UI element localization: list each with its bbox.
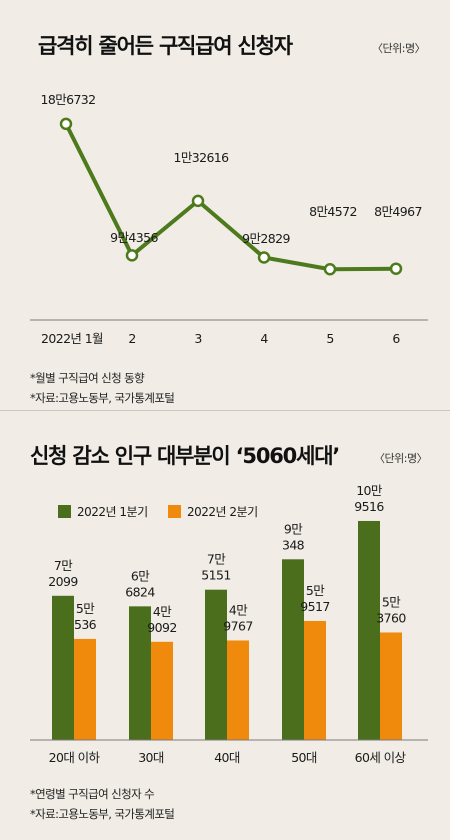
x-tick-label: 20대 이하 — [49, 750, 101, 765]
chart2-unit: 〈단위:명〉 — [374, 452, 428, 465]
data-label: 9만2829 — [242, 231, 290, 246]
x-tick-label: 3 — [194, 331, 201, 346]
x-tick-label: 4 — [260, 331, 268, 346]
chart1-notes: *월별 구직급여 신청 동향 *자료:고용노동부, 국가통계포털 — [30, 368, 175, 408]
bar — [380, 632, 402, 740]
bar — [227, 640, 249, 740]
bar — [151, 641, 173, 740]
x-tick-label: 6 — [392, 331, 400, 346]
legend-item-q1: 2022년 1분기 — [58, 503, 148, 520]
data-label: 7만 — [54, 558, 73, 573]
data-point — [59, 117, 73, 131]
data-label: 5만 — [382, 594, 401, 609]
x-tick-label: 5 — [326, 331, 333, 346]
data-label: 9516 — [354, 499, 384, 514]
chart2-note-2: *자료:고용노동부, 국가통계포털 — [30, 807, 175, 821]
data-label: 348 — [282, 537, 305, 552]
data-label: 8만4967 — [374, 204, 422, 219]
data-label: 536 — [74, 617, 97, 632]
data-label: 9만 — [284, 521, 303, 536]
chart1-title: 급격히 줄어든 구직급여 신청자 — [38, 34, 293, 58]
bar — [282, 559, 304, 740]
data-label: 9517 — [300, 599, 329, 614]
chart2-notes: *연령별 구직급여 신청자 수 *자료:고용노동부, 국가통계포털 — [30, 784, 175, 824]
data-label: 3760 — [376, 610, 406, 625]
data-label: 9092 — [147, 620, 176, 635]
x-tick-label: 30대 — [138, 750, 164, 765]
series-line — [64, 122, 397, 272]
legend-item-q2: 2022년 2분기 — [168, 503, 258, 520]
data-label: 9만4356 — [110, 230, 158, 245]
data-label: 5만 — [76, 601, 95, 616]
x-tick-label: 40대 — [214, 750, 240, 765]
data-label: 5만 — [306, 583, 325, 598]
data-label: 8만4572 — [309, 204, 357, 219]
chart2-note-1: *연령별 구직급여 신청자 수 — [30, 787, 155, 801]
line-chart: 2022년 1월 2 3 4 5 6 18만6732 9만4356 1만32616 9만2829 8… — [30, 92, 428, 346]
bar — [52, 595, 74, 740]
data-label: 2099 — [48, 574, 78, 589]
data-label: 6824 — [125, 584, 155, 599]
data-point — [125, 249, 139, 262]
data-point — [389, 262, 403, 275]
data-label: 7만 — [207, 552, 226, 567]
data-point — [257, 251, 271, 264]
data-label: 6만 — [131, 568, 150, 583]
chart2-title: 신청 감소 인구 대부분이 ‘5060세대’ — [30, 444, 340, 468]
legend-label-q2: 2022년 2분기 — [187, 505, 258, 519]
chart1-note-2: *자료:고용노동부, 국가통계포털 — [30, 391, 175, 405]
data-label: 4만 — [153, 604, 172, 619]
bar — [304, 620, 326, 740]
x-tick-label: 2 — [128, 331, 135, 346]
chart1-note-1: *월별 구직급여 신청 동향 — [30, 371, 145, 385]
bar — [129, 606, 151, 740]
x-tick-label: 60세 이상 — [355, 750, 407, 765]
bar — [74, 638, 96, 740]
legend-label-q1: 2022년 1분기 — [77, 505, 148, 519]
data-label: 10만 — [356, 483, 383, 498]
data-label: 9767 — [223, 618, 252, 633]
section-divider — [0, 410, 450, 411]
bar — [205, 589, 227, 740]
bar-chart: 7만20995만5366만68244만90927만51514만97679만348… — [30, 483, 428, 765]
chart1-unit: 〈단위:명〉 — [372, 42, 426, 55]
data-point — [323, 263, 337, 276]
legend-swatch-q1 — [58, 505, 71, 518]
data-label: 1만32616 — [173, 150, 229, 165]
x-tick-label: 2022년 1월 — [41, 331, 103, 346]
data-label: 18만6732 — [40, 92, 95, 107]
legend-swatch-q2 — [168, 505, 181, 518]
data-label: 5151 — [201, 568, 230, 583]
x-tick-label: 50대 — [291, 750, 317, 765]
data-label: 4만 — [229, 602, 248, 617]
data-point — [191, 194, 205, 208]
bar — [358, 520, 380, 740]
